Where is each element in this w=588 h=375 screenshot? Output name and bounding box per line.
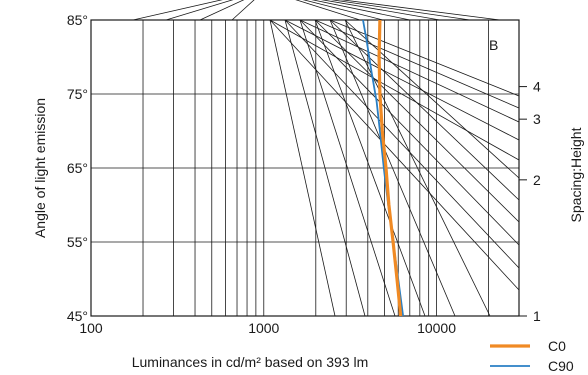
fan-line-top (165, 0, 234, 21)
series-lines (362, 19, 404, 317)
fan-line-top (320, 0, 441, 21)
x-tick-label: 100 (79, 320, 103, 336)
y-tick-label: 45° (67, 308, 88, 324)
plot-border (90, 19, 520, 317)
right-tick-label: 2 (533, 172, 541, 188)
fan-line-top (295, 0, 361, 21)
fan-line (299, 19, 520, 123)
legend-label-c90: C90 (548, 358, 574, 374)
fan-line-top (340, 0, 501, 21)
y-tick-label: 65° (67, 160, 88, 176)
right-tick-label: 1 (533, 308, 541, 324)
y-tick-label: 85° (67, 12, 88, 28)
fan-line-top (132, 0, 223, 21)
y-tick-label: 55° (67, 234, 88, 250)
fan-line (284, 19, 366, 317)
x-tick-label: 10000 (417, 320, 456, 336)
fan-line (269, 19, 520, 291)
series-line-c0 (377, 19, 403, 317)
fan-line-top (311, 0, 411, 21)
fan-line (344, 19, 491, 317)
spacing-height-fan (132, 0, 520, 317)
fan-line (269, 19, 520, 161)
y-axis-title: Angle of light emission (32, 98, 48, 238)
right-tick-label: 3 (533, 111, 541, 127)
fan-line (329, 19, 520, 97)
fan-line (314, 19, 426, 317)
plot-frame (90, 19, 520, 317)
fan-line (284, 19, 520, 269)
fan-line (314, 19, 520, 109)
panel-label: B (489, 37, 498, 53)
fan-line (269, 19, 336, 317)
x-axis-title: Luminances in cd/m² based on 393 lm (132, 354, 369, 370)
grid (91, 20, 519, 316)
right-axis-title: Spacing:Height (568, 127, 584, 222)
fan-line (284, 19, 520, 141)
fan-line (329, 19, 456, 317)
legend-label-c0: C0 (548, 338, 566, 354)
tick-labels: 100 1000 10000 45° 55° 65° 75° 85° 1 2 3 4 (67, 12, 541, 336)
fan-line-top (199, 0, 245, 21)
fan-line-top (302, 0, 384, 21)
y-tick-label: 75° (67, 86, 88, 102)
fan-line (329, 19, 520, 201)
fan-line (344, 19, 520, 179)
legend: C0 C90 (490, 338, 574, 374)
fan-line-top (330, 0, 471, 21)
x-tick-label: 1000 (248, 320, 279, 336)
right-tick-label: 4 (533, 79, 541, 95)
fan-line (314, 19, 520, 223)
fan-line-top (231, 0, 255, 21)
